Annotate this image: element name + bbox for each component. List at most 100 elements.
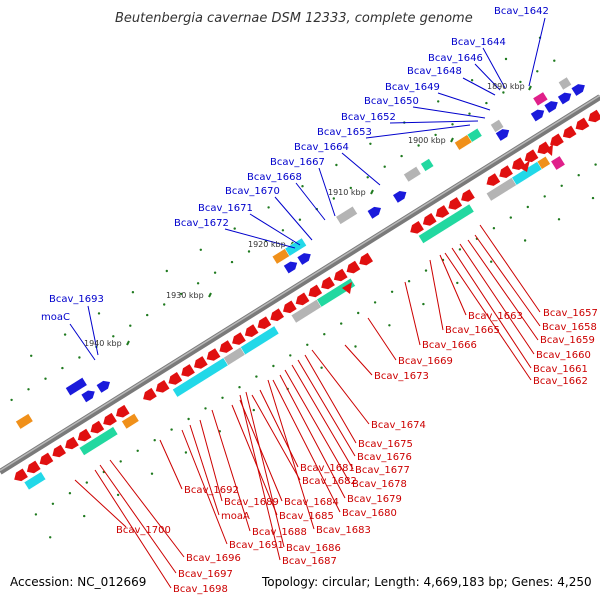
tick-dot <box>30 354 33 357</box>
leader-line <box>189 424 220 516</box>
tick-dot <box>560 184 563 187</box>
tick-dot <box>536 70 539 73</box>
leader-line <box>318 167 336 217</box>
tick-dot <box>184 451 188 454</box>
tick-dot <box>390 290 394 293</box>
gene-arrow <box>499 165 513 178</box>
gene-arrow <box>181 364 195 377</box>
leader-line <box>87 305 99 356</box>
tick-dot <box>526 205 529 209</box>
gene-arrow <box>81 390 95 403</box>
tick-dot <box>458 248 462 251</box>
gene-label: Bcav_1670 <box>225 186 280 197</box>
gene-label: Bcav_1689 <box>224 497 279 508</box>
cog-box <box>223 346 246 366</box>
leader-line <box>429 259 444 331</box>
gene-arrow <box>52 444 66 458</box>
tick-dot <box>10 398 13 402</box>
leader-line <box>295 182 326 221</box>
gene-label: Bcav_1661 <box>533 364 588 375</box>
gene-label: Bcav_1677 <box>355 465 410 476</box>
leader-line <box>311 349 370 425</box>
tick-dot <box>485 101 488 105</box>
tick-dot <box>369 142 372 145</box>
leader-line <box>412 106 486 119</box>
cog-box <box>420 158 435 172</box>
leader-line <box>251 394 301 481</box>
genome-info-text: Topology: circular; Length: 4,669,183 bp… <box>261 575 592 589</box>
tick-dot <box>354 345 357 348</box>
cog-box <box>466 127 483 143</box>
gene-arrow <box>486 173 501 186</box>
gene-label: Bcav_1686 <box>286 543 341 554</box>
gene-arrow <box>530 109 545 122</box>
gene-arrow <box>257 316 272 329</box>
tick-dot <box>136 449 139 452</box>
tick-dot <box>180 292 183 296</box>
tick-dot <box>281 229 285 232</box>
gene-label: Bcav_1696 <box>186 553 241 564</box>
gene-label: Bcav_1685 <box>279 511 334 522</box>
gene-label: Bcav_1648 <box>407 66 462 77</box>
gene-arrow <box>283 261 298 274</box>
tick-dot <box>340 322 343 325</box>
tick-dot <box>204 407 207 410</box>
gene-arrow <box>232 332 246 345</box>
gene-arrow <box>575 117 590 131</box>
gene-arrow <box>588 109 600 123</box>
gene-arrow <box>495 129 510 141</box>
gene-label: Bcav_1672 <box>174 218 229 229</box>
gene-arrow <box>562 125 577 139</box>
tick-label-1940: 1940 kbp <box>84 339 122 348</box>
cog-box <box>284 237 307 257</box>
tick-dot <box>301 185 304 188</box>
gene-arrow <box>116 404 130 418</box>
tick-dot <box>97 312 101 315</box>
leader-line <box>365 124 471 139</box>
gene-arrow <box>65 436 79 450</box>
tick-dot <box>247 250 251 253</box>
gene-label: Bcav_1671 <box>198 203 253 214</box>
backbone-highlight <box>0 94 600 472</box>
gene-label: Bcav_1659 <box>540 335 595 346</box>
cog-box <box>418 203 475 244</box>
tick-dot <box>335 163 338 167</box>
leader-line <box>274 196 313 241</box>
gene-arrow <box>270 308 284 322</box>
major-tick <box>208 292 212 298</box>
gene-arrow <box>283 300 297 314</box>
gene-label: Bcav_1650 <box>364 96 419 107</box>
gene-label: Bcav_1687 <box>282 556 337 567</box>
gene-label: Bcav_1663 <box>468 311 523 322</box>
gene-label: Bcav_1673 <box>374 371 429 382</box>
tick-dot <box>407 280 411 283</box>
tick-dot <box>306 343 309 346</box>
cog-box <box>15 413 34 430</box>
tick-label-1920: 1920 kbp <box>248 240 286 249</box>
tick-dot <box>320 366 323 369</box>
gene-arrow <box>571 84 585 96</box>
tick-dot <box>422 302 425 306</box>
gene-label: Bcav_1653 <box>317 127 372 138</box>
gene-arrow <box>297 253 311 265</box>
leader-line <box>297 359 356 457</box>
leader-line <box>304 354 357 444</box>
map-title: Beutenbergia cavernae DSM 12333, complet… <box>115 11 473 26</box>
tick-dot <box>150 472 154 475</box>
gene-arrow <box>410 221 424 234</box>
leader-line <box>474 234 541 327</box>
gene-label: Bcav_1692 <box>184 485 239 496</box>
tick-dot <box>470 79 474 82</box>
tick-dot <box>366 176 369 179</box>
major-tick <box>450 137 454 143</box>
tick-dot <box>233 227 236 230</box>
gene-label: Bcav_1697 <box>178 569 233 580</box>
tick-dot <box>63 333 67 336</box>
tick-dot <box>230 260 234 264</box>
gene-label: Bcav_1691 <box>229 540 284 551</box>
leader-line <box>451 247 532 369</box>
cog-box <box>335 205 358 225</box>
gene-label: Bcav_1682 <box>302 476 357 487</box>
tick-dot <box>78 356 81 359</box>
